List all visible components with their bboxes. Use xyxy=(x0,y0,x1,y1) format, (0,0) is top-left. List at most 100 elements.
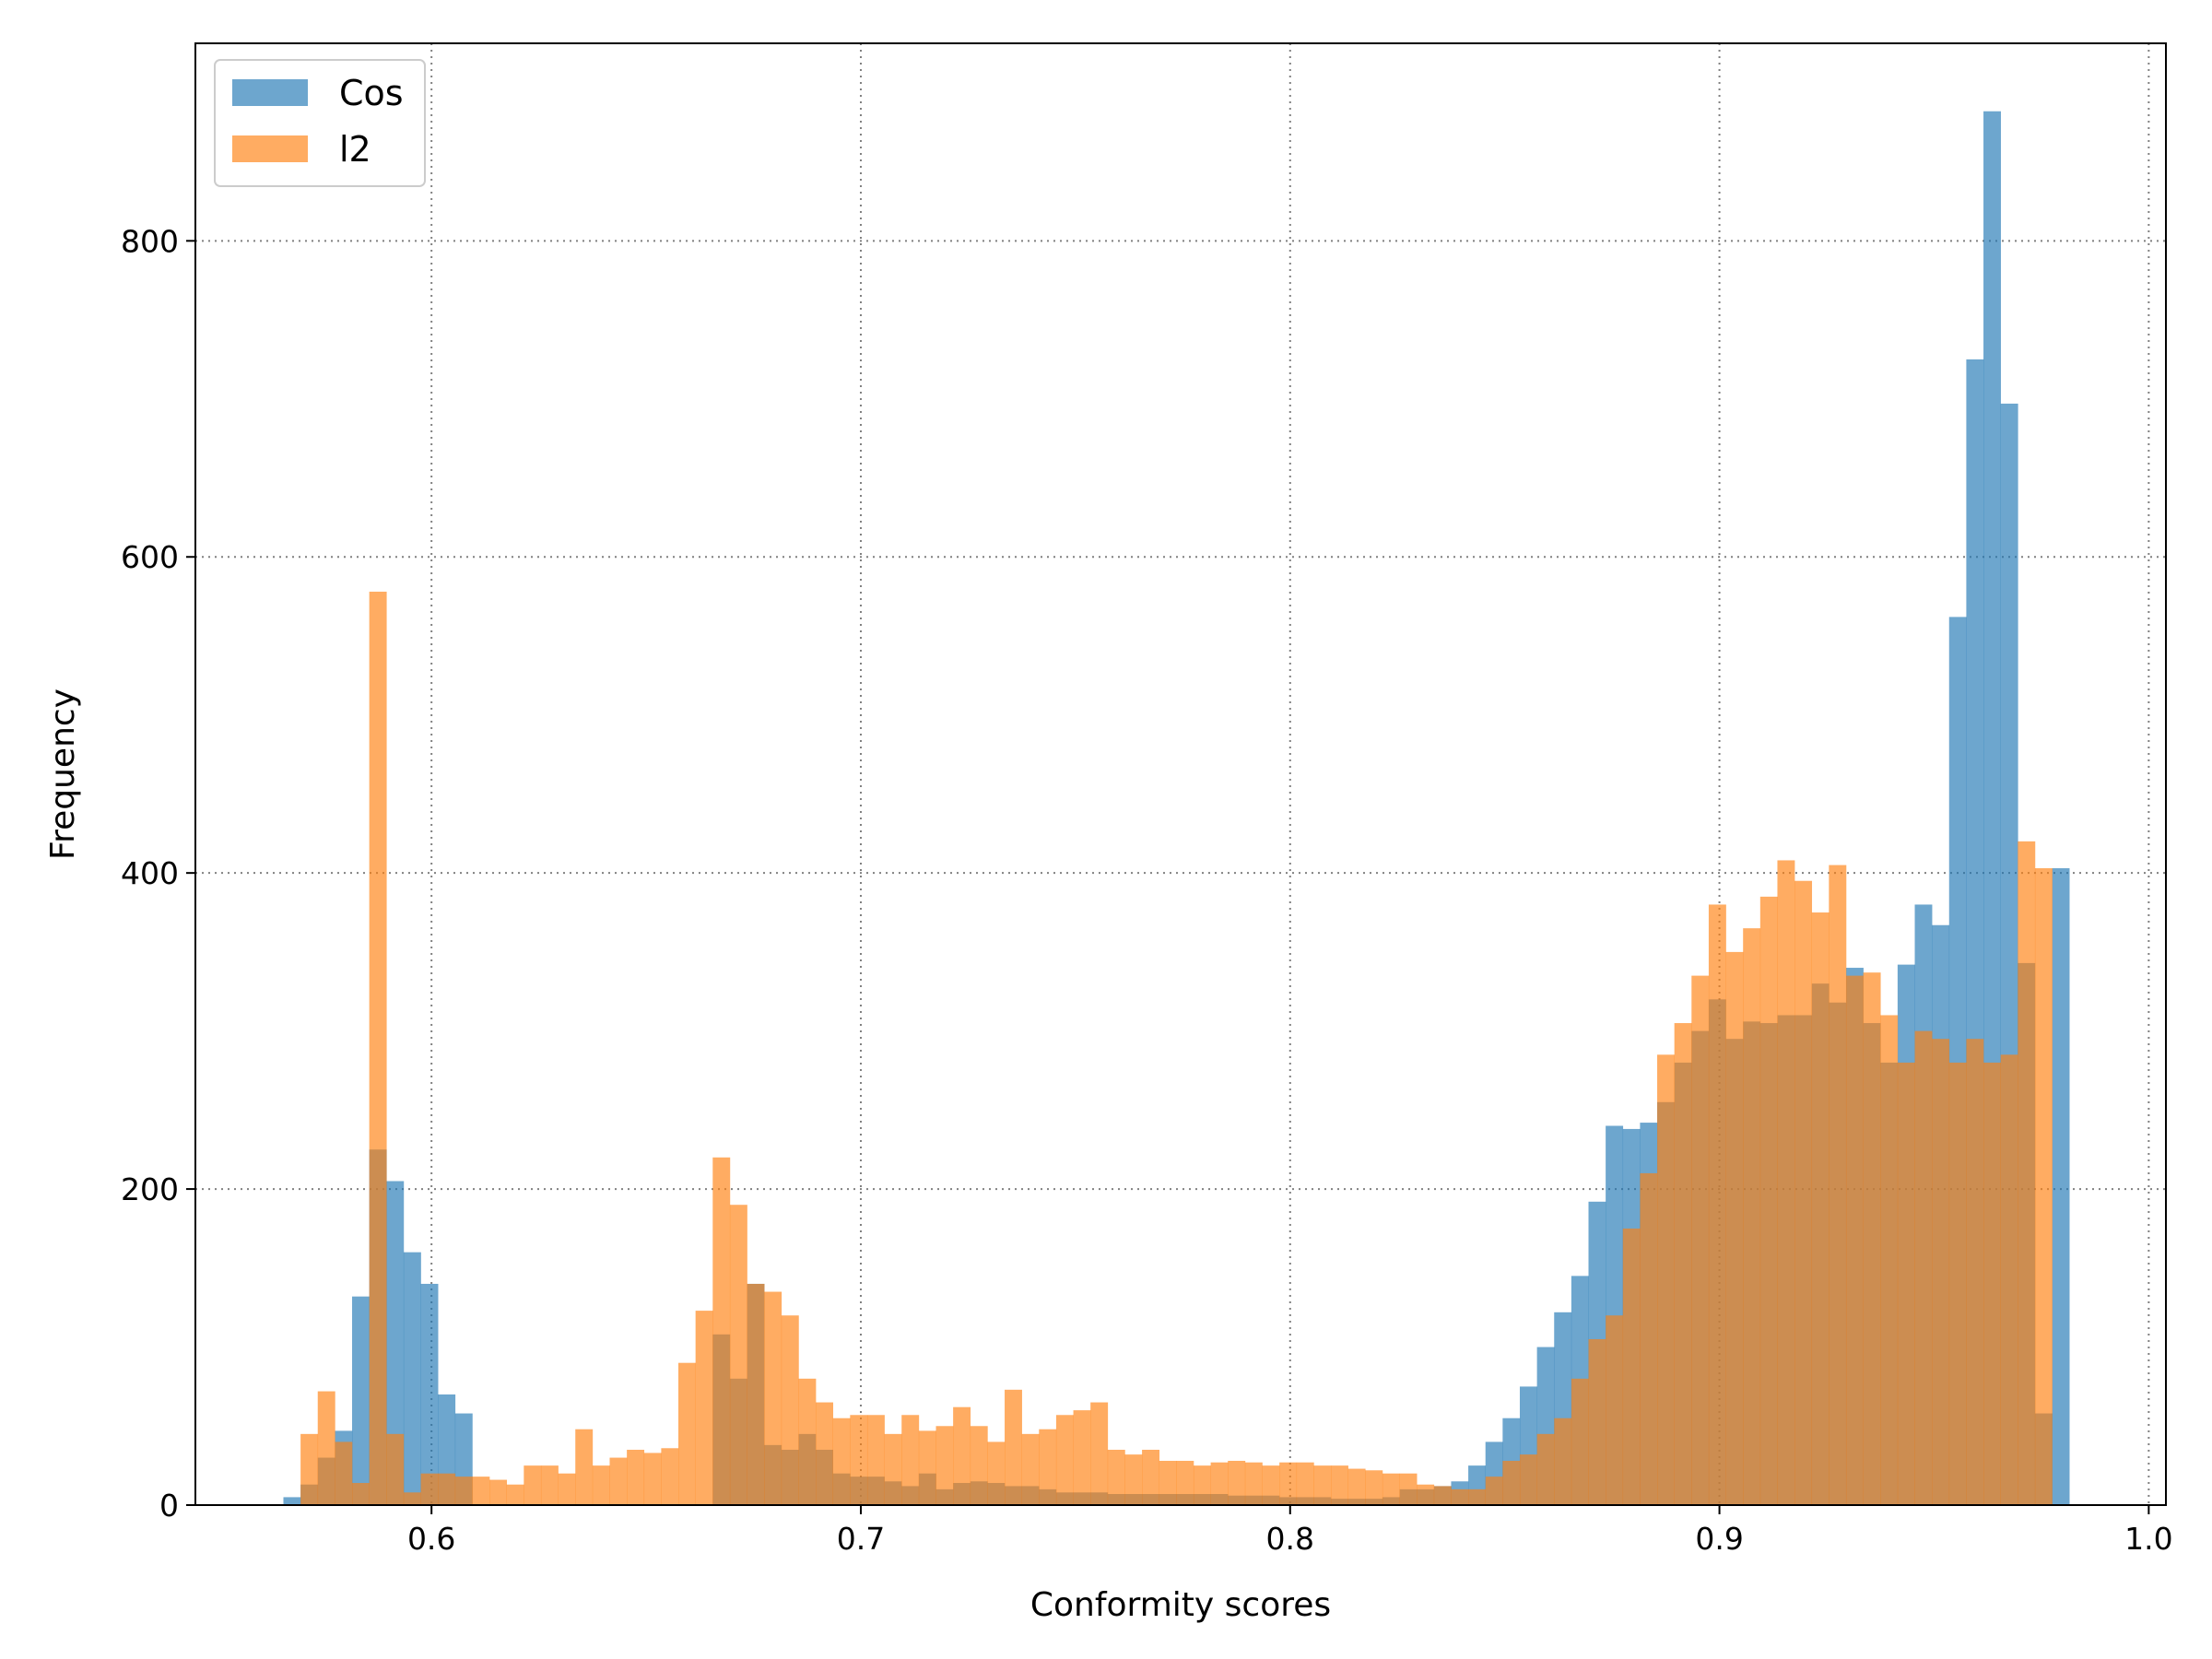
histogram-bar xyxy=(1296,1462,1314,1505)
histogram-bar xyxy=(2000,1054,2018,1505)
histogram-bar xyxy=(1777,860,1795,1505)
histogram-bar xyxy=(661,1448,679,1505)
histogram-bar xyxy=(712,1157,731,1505)
histogram-bar xyxy=(747,1283,765,1505)
histogram-bar xyxy=(1090,1402,1109,1505)
y-axis-label: Frequency xyxy=(44,688,82,860)
histogram-bar xyxy=(472,1477,490,1505)
histogram-bar xyxy=(884,1433,902,1505)
axis-ticks: 0.6 0.7 0.8 0.9 1.0 0 200 400 600 800 xyxy=(121,223,2173,1557)
histogram-bar xyxy=(2018,841,2036,1505)
histogram-bar xyxy=(575,1429,594,1505)
histogram-bar xyxy=(1382,1473,1400,1505)
x-axis-label: Conformity scores xyxy=(1030,1586,1331,1624)
histogram-bar xyxy=(1948,1062,1967,1505)
histogram-bar xyxy=(1759,896,1778,1505)
histogram-bar xyxy=(1313,1465,1332,1505)
histogram-bar xyxy=(300,1433,319,1505)
y-tick-label: 800 xyxy=(121,223,179,259)
histogram-bar xyxy=(1743,928,1761,1505)
histogram-bar xyxy=(1571,1378,1589,1505)
histogram-bar xyxy=(1966,1039,1984,1505)
histogram-bar xyxy=(1622,1228,1641,1505)
histogram-bar xyxy=(781,1315,799,1505)
histogram-bar xyxy=(1262,1465,1280,1505)
histogram-bar xyxy=(1914,1030,1933,1505)
histogram-bar xyxy=(1657,1054,1675,1505)
plot-frame xyxy=(194,42,2167,1506)
legend-label-l2: l2 xyxy=(339,129,371,170)
histogram-bar xyxy=(352,1296,370,1505)
histogram-bar xyxy=(1399,1473,1418,1505)
series-l2-bars xyxy=(300,591,2053,1505)
x-tick-label: 0.7 xyxy=(837,1521,885,1557)
histogram-bar xyxy=(970,1426,988,1505)
x-tick-label: 1.0 xyxy=(2124,1521,2172,1557)
histogram-bar xyxy=(2052,868,2070,1505)
histogram-bar xyxy=(987,1441,1006,1505)
histogram-bar xyxy=(1588,1338,1606,1505)
histogram-bar xyxy=(918,1430,936,1505)
histogram-bar xyxy=(1468,1488,1487,1505)
histogram-bar xyxy=(403,1492,421,1505)
histogram-bar xyxy=(1691,975,1710,1505)
y-tick-label: 200 xyxy=(121,1171,179,1207)
histogram-bar xyxy=(1124,1454,1143,1505)
histogram-bar xyxy=(352,1482,370,1505)
histogram-bar xyxy=(1811,912,1830,1505)
y-tick-label: 400 xyxy=(121,855,179,891)
histogram-bar xyxy=(1640,1172,1658,1505)
histogram-bar xyxy=(1485,1477,1503,1505)
histogram-bar xyxy=(454,1477,473,1505)
histogram-bar xyxy=(1039,1429,1057,1505)
histogram-bar xyxy=(335,1441,353,1505)
legend: Cos l2 xyxy=(214,59,426,187)
histogram-bar xyxy=(1829,865,1847,1505)
histogram-bar xyxy=(798,1378,817,1505)
histogram-bar xyxy=(1142,1449,1160,1505)
histogram-bar xyxy=(386,1433,405,1505)
y-tick-label: 0 xyxy=(159,1488,179,1524)
histogram-bar xyxy=(1536,1433,1555,1505)
histogram-bar xyxy=(832,1418,851,1505)
histogram-bar xyxy=(1932,1039,1950,1505)
histogram-bar xyxy=(2034,868,2053,1505)
histogram-bar xyxy=(1880,1015,1899,1505)
histogram-bar xyxy=(1794,880,1813,1505)
histogram-bar xyxy=(729,1205,747,1505)
histogram-bar xyxy=(1107,1449,1125,1505)
histogram-bar xyxy=(1193,1465,1211,1505)
histogram-bar xyxy=(403,1252,421,1505)
histogram-bar xyxy=(506,1484,524,1505)
histogram-bar xyxy=(1365,1470,1383,1505)
x-tick-label: 0.8 xyxy=(1266,1521,1314,1557)
y-tick-label: 600 xyxy=(121,539,179,575)
histogram-bar xyxy=(1176,1460,1194,1505)
histogram-bar xyxy=(678,1362,696,1505)
histogram-bar xyxy=(901,1415,920,1505)
histogram-bar xyxy=(283,1497,301,1505)
bars xyxy=(283,111,2070,1506)
histogram-bar xyxy=(1983,1062,2001,1505)
histogram-bar xyxy=(1606,1315,1624,1505)
legend-label-cos: Cos xyxy=(339,73,404,113)
histogram-bar xyxy=(1897,1062,1915,1505)
histogram-bar xyxy=(1347,1468,1366,1505)
histogram-bar xyxy=(1674,1023,1692,1505)
histogram-bar xyxy=(935,1426,954,1505)
x-tick-label: 0.6 xyxy=(407,1521,455,1557)
legend-swatch-cos xyxy=(232,79,308,106)
histogram-bar xyxy=(558,1473,576,1505)
histogram-bar xyxy=(540,1465,559,1505)
x-tick-label: 0.9 xyxy=(1695,1521,1743,1557)
histogram-bar xyxy=(1845,975,1864,1505)
histogram-bar xyxy=(643,1453,662,1505)
histogram-bar xyxy=(609,1457,628,1505)
histogram-bar xyxy=(816,1402,834,1505)
histogram-bar xyxy=(420,1283,439,1505)
histogram-bar xyxy=(764,1291,782,1505)
histogram-bar xyxy=(438,1473,456,1505)
histogram-bar xyxy=(1228,1460,1246,1505)
histogram-bar xyxy=(1417,1484,1435,1505)
